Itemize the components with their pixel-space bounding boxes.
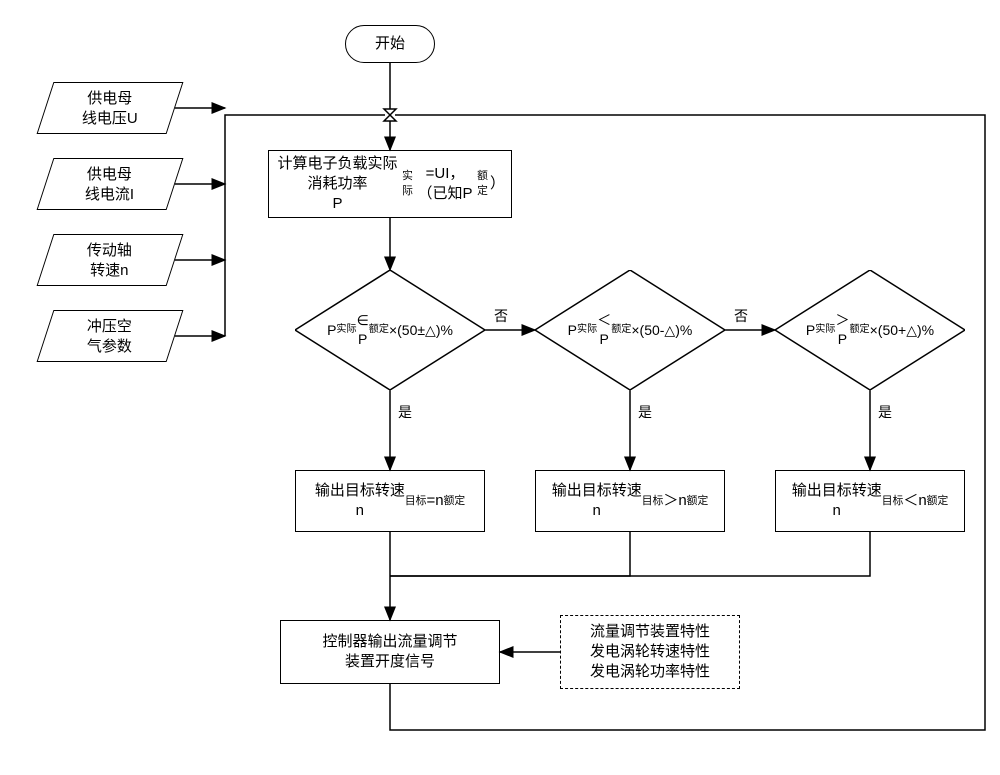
node-char: 流量调节装置特性发电涡轮转速特性发电涡轮功率特性	[560, 615, 740, 689]
edge-label-d1_yes: 是	[398, 402, 412, 422]
node-d1: P实际∈P额定×(50±△)%	[295, 270, 485, 390]
node-out2: 输出目标转速n目标＞n额定	[535, 470, 725, 532]
node-out1: 输出目标转速n目标=n额定	[295, 470, 485, 532]
edge-label-d1_no: 否	[494, 306, 508, 326]
node-out3: 输出目标转速n目标＜n额定	[775, 470, 965, 532]
node-in3: 传动轴 转速n	[45, 234, 175, 286]
node-d2: P实际＜P额定×(50-△)%	[535, 270, 725, 390]
edge-label-d3_yes: 是	[878, 402, 892, 422]
edge-label-d2_yes: 是	[638, 402, 652, 422]
node-start: 开始	[345, 25, 435, 63]
node-d3: P实际＞P额定×(50+△)%	[775, 270, 965, 390]
node-in2: 供电母 线电流I	[45, 158, 175, 210]
node-in4: 冲压空 气参数	[45, 310, 175, 362]
edge-label-d2_no: 否	[734, 306, 748, 326]
flowchart-canvas: 开始供电母 线电压U 供电母 线电流I 传动轴 转速n 冲压空 气参数 计算电子负载实际…	[0, 0, 1000, 775]
node-calc: 计算电子负载实际消耗功率P实际=UI，（已知P额定）	[268, 150, 512, 218]
node-ctrl: 控制器输出流量调节装置开度信号	[280, 620, 500, 684]
node-in1: 供电母 线电压U	[45, 82, 175, 134]
